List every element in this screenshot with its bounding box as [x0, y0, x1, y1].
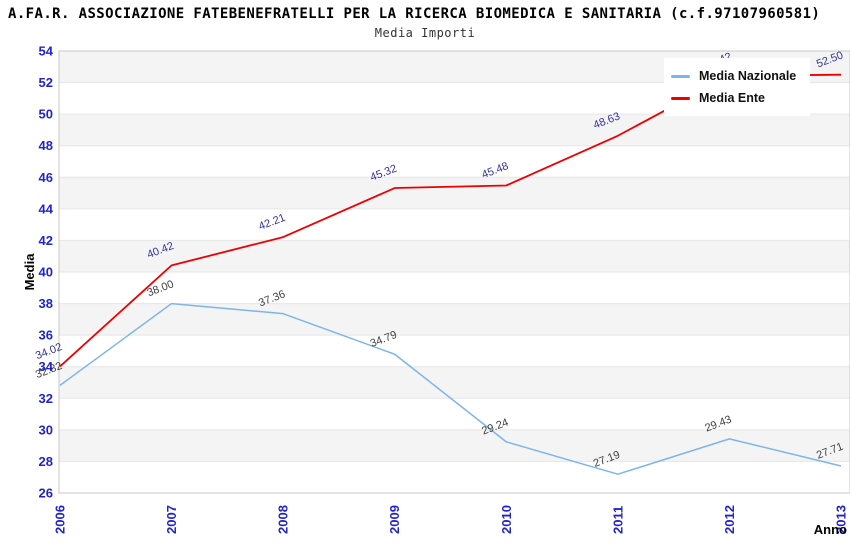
plot-band — [59, 398, 850, 430]
plot-band — [59, 208, 850, 241]
legend-label-media-ente: Media Ente — [699, 91, 765, 105]
x-tick-label: 2012 — [722, 505, 737, 534]
x-tick-label: 2010 — [499, 505, 514, 534]
series-line-media-nazionale[interactable] — [59, 302, 842, 475]
y-tick-label: 38 — [39, 296, 53, 311]
y-tick-label: 36 — [39, 328, 53, 343]
y-tick-label: 54 — [39, 44, 54, 59]
chart-subtitle: Media Importi — [374, 26, 476, 40]
y-tick-label: 48 — [39, 138, 53, 153]
y-tick-label: 40 — [39, 265, 53, 280]
plot-band — [59, 240, 850, 272]
legend: Media Nazionale Media Ente — [664, 58, 810, 116]
plot-band — [59, 145, 850, 178]
x-tick-label: 2009 — [387, 505, 402, 534]
y-tick-label: 34 — [39, 359, 54, 374]
y-tick-label: 46 — [39, 170, 53, 185]
x-tick-label: 2006 — [53, 505, 68, 534]
y-tick-label: 50 — [39, 107, 53, 122]
y-tick-label: 26 — [39, 486, 53, 501]
x-tick-label: 2008 — [276, 505, 291, 534]
y-tick-label: 28 — [39, 454, 53, 469]
plot-band — [59, 303, 850, 336]
y-axis-title: Media — [22, 253, 37, 291]
plot-band — [59, 114, 850, 146]
y-tick-label: 30 — [39, 422, 53, 437]
legend-swatch-media-ente — [671, 96, 690, 100]
plot-band — [59, 366, 850, 399]
x-axis-title: Anno — [814, 522, 847, 537]
y-tick-label: 44 — [39, 201, 54, 216]
plot-band — [59, 177, 850, 209]
y-tick-label: 52 — [39, 75, 53, 90]
plot-border — [58, 50, 850, 494]
plot-band — [59, 461, 850, 493]
x-tick-label: 2011 — [610, 506, 625, 534]
x-tick-label: 2007 — [164, 505, 179, 534]
y-tick-label: 42 — [39, 233, 53, 248]
chart-title: A.FA.R. ASSOCIAZIONE FATEBENEFRATELLI PE… — [8, 6, 821, 22]
plot-band — [59, 335, 850, 367]
plot-band — [59, 272, 850, 304]
legend-item-media-nazionale[interactable]: Media Nazionale — [671, 65, 810, 87]
plot-band — [59, 429, 850, 462]
x-tick-label: 2013 — [833, 505, 848, 534]
y-tick-label: 32 — [39, 391, 53, 406]
legend-item-media-ente[interactable]: Media Ente — [671, 87, 810, 109]
legend-swatch-media-nazionale — [671, 74, 690, 78]
legend-label-media-nazionale: Media Nazionale — [699, 69, 797, 83]
